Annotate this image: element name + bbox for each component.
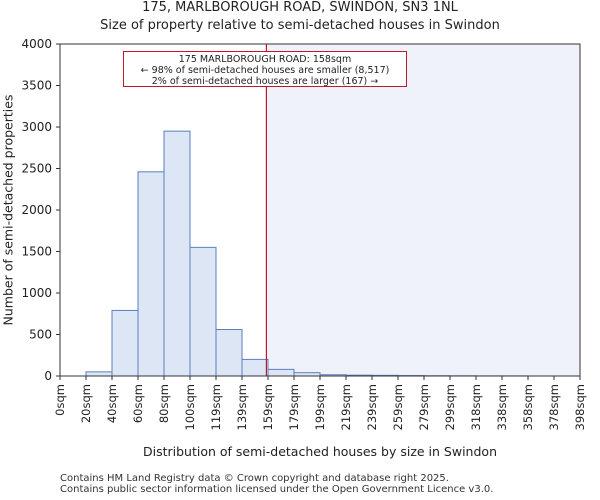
histogram-bar: [111, 309, 139, 377]
chart-subtitle: Size of property relative to semi-detach…: [100, 18, 500, 33]
x-tick-label: 299sqm: [443, 384, 457, 430]
y-tick-label: 2000: [21, 203, 52, 217]
x-tick-label: 139sqm: [235, 384, 249, 430]
y-tick-label: 500: [29, 328, 52, 342]
x-tick-label: 199sqm: [313, 384, 327, 430]
x-tick-label: 219sqm: [339, 384, 353, 430]
histogram-bar: [241, 358, 269, 377]
x-tick-label: 318sqm: [469, 384, 483, 430]
x-tick-label: 179sqm: [287, 384, 301, 430]
x-tick-label: 259sqm: [391, 384, 405, 430]
annotation-line-1: 175 MARLBOROUGH ROAD: 158sqm: [178, 54, 352, 65]
x-tick-label: 398sqm: [573, 384, 587, 430]
x-tick-label: 279sqm: [417, 384, 431, 430]
y-tick-label: 0: [44, 369, 52, 383]
x-tick-label: 358sqm: [521, 384, 535, 430]
footer-copyright: Contains HM Land Registry data © Crown c…: [60, 473, 449, 484]
histogram-bar: [267, 368, 295, 377]
y-tick-label: 3500: [21, 79, 52, 93]
x-tick-label: 119sqm: [209, 384, 223, 430]
x-tick-label: 20sqm: [79, 384, 93, 423]
y-axis-label-text: Number of semi-detached properties: [0, 94, 16, 326]
y-tick-label: 4000: [21, 37, 52, 51]
x-tick-label: 159sqm: [261, 384, 275, 430]
chart-title: 175, MARLBOROUGH ROAD, SWINDON, SN3 1NL: [142, 0, 458, 15]
footer-licence: Contains public sector information licen…: [60, 484, 494, 495]
property-annotation: 175 MARLBOROUGH ROAD: 158sqm ← 98% of se…: [123, 51, 407, 87]
x-tick-label: 239sqm: [365, 384, 379, 430]
x-tick-label: 60sqm: [131, 384, 145, 423]
x-tick-label: 80sqm: [157, 384, 171, 423]
x-tick-label: 338sqm: [495, 384, 509, 430]
x-tick-label: 0sqm: [53, 384, 67, 416]
y-tick-label: 1000: [21, 286, 52, 300]
x-tick-label: 378sqm: [547, 384, 561, 430]
x-tick-label: 100sqm: [183, 384, 197, 430]
y-tick-label: 1500: [21, 245, 52, 259]
y-tick-label: 2500: [21, 162, 52, 176]
annotation-line-3: 2% of semi-detached houses are larger (1…: [151, 76, 379, 87]
annotation-line-2: ← 98% of semi-detached houses are smalle…: [140, 65, 390, 76]
histogram-bar: [137, 171, 165, 377]
x-axis-label: Distribution of semi-detached houses by …: [143, 444, 497, 459]
histogram-bar: [189, 246, 217, 377]
larger-region-shading: [266, 44, 580, 376]
histogram-bar: [215, 329, 243, 377]
x-tick-label: 40sqm: [105, 384, 119, 423]
y-tick-label: 3000: [21, 120, 52, 134]
histogram-bar: [85, 371, 113, 377]
histogram-bar: [163, 130, 191, 377]
